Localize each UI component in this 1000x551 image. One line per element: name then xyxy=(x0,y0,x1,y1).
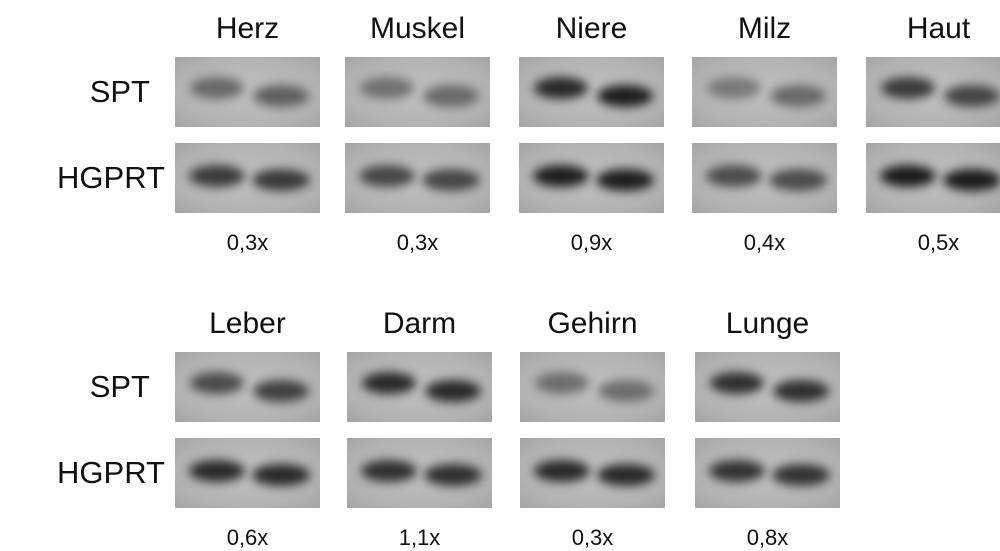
tissue-title: Haut xyxy=(866,12,1000,46)
band xyxy=(710,372,764,394)
ratio-label: 0,9x xyxy=(519,230,664,256)
tissue-title: Muskel xyxy=(345,12,490,46)
band xyxy=(772,464,830,486)
band xyxy=(253,380,309,402)
blot xyxy=(866,57,1000,127)
band xyxy=(535,372,589,394)
band xyxy=(253,85,309,107)
band xyxy=(360,77,414,99)
band xyxy=(709,460,765,482)
tissue-title: Darm xyxy=(347,307,492,341)
band xyxy=(424,464,482,486)
blot xyxy=(692,57,837,127)
row-label: HGPRT xyxy=(15,160,165,196)
ratio-label: 0,3x xyxy=(345,230,490,256)
blot xyxy=(520,352,665,422)
band xyxy=(362,372,416,394)
band xyxy=(597,85,653,107)
tissue-title: Lunge xyxy=(695,307,840,341)
band xyxy=(880,165,936,187)
blot xyxy=(175,143,320,213)
row-label: HGPRT xyxy=(15,455,165,491)
blot xyxy=(175,57,320,127)
blot xyxy=(520,438,665,508)
blot xyxy=(175,438,320,508)
band xyxy=(707,77,761,99)
band xyxy=(881,77,935,99)
ratio-label: 0,5x xyxy=(866,230,1000,256)
tissue-title: Leber xyxy=(175,307,320,341)
band xyxy=(423,85,479,107)
band xyxy=(596,169,654,191)
tissue-title: Milz xyxy=(692,12,837,46)
band xyxy=(706,165,762,187)
row-label: SPT xyxy=(0,369,150,405)
band xyxy=(190,372,244,394)
blot xyxy=(519,143,664,213)
tissue-title: Gehirn xyxy=(520,307,665,341)
blot xyxy=(345,143,490,213)
band xyxy=(598,380,654,402)
band xyxy=(425,380,481,402)
band xyxy=(597,464,655,486)
band xyxy=(770,85,826,107)
band xyxy=(773,380,829,402)
blot xyxy=(347,352,492,422)
band xyxy=(361,460,417,482)
band xyxy=(189,165,245,187)
blot xyxy=(345,57,490,127)
band xyxy=(533,165,589,187)
blot xyxy=(175,352,320,422)
band xyxy=(189,460,245,482)
band xyxy=(252,464,310,486)
band xyxy=(534,77,588,99)
blot xyxy=(519,57,664,127)
band xyxy=(252,169,310,191)
band xyxy=(190,77,244,99)
band xyxy=(944,85,1000,107)
ratio-label: 0,8x xyxy=(695,525,840,551)
page: SPT HGPRT Herz 0,3x Muskel 0,3x Niere 0,9x Milz 0… xyxy=(0,0,1000,550)
blot xyxy=(695,438,840,508)
band xyxy=(769,169,827,191)
tissue-title: Niere xyxy=(519,12,664,46)
band xyxy=(422,169,480,191)
band xyxy=(943,169,1000,191)
row-label: SPT xyxy=(0,74,150,110)
band xyxy=(534,460,590,482)
blot xyxy=(692,143,837,213)
ratio-label: 1,1x xyxy=(347,525,492,551)
tissue-title: Herz xyxy=(175,12,320,46)
ratio-label: 0,4x xyxy=(692,230,837,256)
ratio-label: 0,3x xyxy=(520,525,665,551)
ratio-label: 0,6x xyxy=(175,525,320,551)
blot xyxy=(347,438,492,508)
blot xyxy=(695,352,840,422)
ratio-label: 0,3x xyxy=(175,230,320,256)
blot xyxy=(866,143,1000,213)
band xyxy=(359,165,415,187)
